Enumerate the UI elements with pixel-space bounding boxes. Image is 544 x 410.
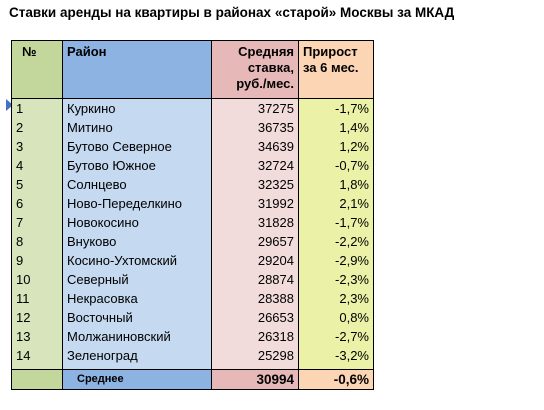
row-district: Внуково [62, 232, 212, 251]
row-rate: 31992 [211, 194, 299, 213]
row-num: 2 [11, 118, 63, 137]
footer-rate: 30994 [211, 369, 299, 390]
row-rate: 37275 [211, 98, 299, 118]
header-growth-line-2: за 6 мес. [303, 60, 359, 75]
table-row: 11 Некрасовка 28388 2,3% [11, 289, 374, 308]
row-district: Восточный [62, 308, 212, 327]
row-growth: 0,8% [298, 308, 374, 327]
row-num: 14 [11, 346, 63, 365]
table-footer-row: Среднее 30994 -0,6% [11, 369, 374, 390]
row-rate: 32724 [211, 156, 299, 175]
row-growth: -1,7% [298, 98, 374, 118]
row-district: Бутово Северное [62, 137, 212, 156]
row-district: Куркино [62, 98, 212, 118]
row-district: Северный [62, 270, 212, 289]
row-rate: 29657 [211, 232, 299, 251]
table-row: 6 Ново-Переделкино 31992 2,1% [11, 194, 374, 213]
row-growth: -2,2% [298, 232, 374, 251]
row-growth: -2,3% [298, 270, 374, 289]
rent-table: № Район Средняя ставка, руб./мес. Прирос… [11, 40, 374, 390]
header-growth-line-1: Прирост [303, 44, 358, 59]
row-district: Бутово Южное [62, 156, 212, 175]
row-selection-marker-icon [6, 99, 13, 111]
header-num: № [11, 40, 63, 99]
page-title: Ставки аренды на квартиры в районах «ста… [9, 5, 455, 20]
row-rate: 28874 [211, 270, 299, 289]
row-district: Ново-Переделкино [62, 194, 212, 213]
row-num: 10 [11, 270, 63, 289]
row-district: Солнцево [62, 175, 212, 194]
table-row: 2 Митино 36735 1,4% [11, 118, 374, 137]
row-rate: 32325 [211, 175, 299, 194]
table-header-row: № Район Средняя ставка, руб./мес. Прирос… [11, 40, 374, 99]
row-district: Новокосино [62, 213, 212, 232]
table-row: 7 Новокосино 31828 -1,7% [11, 213, 374, 232]
row-district: Митино [62, 118, 212, 137]
table-row: 12 Восточный 26653 0,8% [11, 308, 374, 327]
row-growth: -0,7% [298, 156, 374, 175]
row-district: Косино-Ухтомский [62, 251, 212, 270]
row-num: 7 [11, 213, 63, 232]
row-rate: 26318 [211, 327, 299, 346]
table-row: 4 Бутово Южное 32724 -0,7% [11, 156, 374, 175]
footer-growth: -0,6% [298, 369, 374, 390]
row-rate: 34639 [211, 137, 299, 156]
header-rate-line-1: Средняя [238, 44, 294, 59]
row-num: 8 [11, 232, 63, 251]
table-spacer-row [11, 365, 374, 370]
row-num: 13 [11, 327, 63, 346]
table-row: 9 Косино-Ухтомский 29204 -2,9% [11, 251, 374, 270]
header-rate: Средняя ставка, руб./мес. [211, 40, 299, 99]
row-district: Некрасовка [62, 289, 212, 308]
header-district: Район [62, 40, 212, 99]
header-rate-line-3: руб./мес. [236, 76, 294, 91]
table-row: 8 Внуково 29657 -2,2% [11, 232, 374, 251]
row-rate: 29204 [211, 251, 299, 270]
spacer-cell [298, 365, 374, 370]
table-row: 13 Молжаниновский 26318 -2,7% [11, 327, 374, 346]
row-growth: -1,7% [298, 213, 374, 232]
row-num: 9 [11, 251, 63, 270]
row-num: 4 [11, 156, 63, 175]
row-growth: -2,7% [298, 327, 374, 346]
row-growth: 1,8% [298, 175, 374, 194]
row-num: 3 [11, 137, 63, 156]
row-rate: 28388 [211, 289, 299, 308]
table-row: 3 Бутово Северное 34639 1,2% [11, 137, 374, 156]
row-growth: 2,1% [298, 194, 374, 213]
row-district: Зеленоград [62, 346, 212, 365]
row-growth: 2,3% [298, 289, 374, 308]
row-num: 11 [11, 289, 63, 308]
table-row: 5 Солнцево 32325 1,8% [11, 175, 374, 194]
row-growth: 1,4% [298, 118, 374, 137]
row-num: 1 [11, 98, 63, 118]
row-growth: -2,9% [298, 251, 374, 270]
row-num: 12 [11, 308, 63, 327]
row-rate: 36735 [211, 118, 299, 137]
row-rate: 26653 [211, 308, 299, 327]
table-row: 1 Куркино 37275 -1,7% [11, 98, 374, 118]
footer-label: Среднее [62, 369, 212, 390]
row-growth: 1,2% [298, 137, 374, 156]
table-row: 14 Зеленоград 25298 -3,2% [11, 346, 374, 365]
row-num: 5 [11, 175, 63, 194]
table-row: 10 Северный 28874 -2,3% [11, 270, 374, 289]
row-growth: -3,2% [298, 346, 374, 365]
row-num: 6 [11, 194, 63, 213]
header-growth: Прирост за 6 мес. [298, 40, 374, 99]
row-district: Молжаниновский [62, 327, 212, 346]
header-rate-line-2: ставка, [247, 60, 294, 75]
row-rate: 25298 [211, 346, 299, 365]
footer-num-cell [11, 369, 63, 390]
row-rate: 31828 [211, 213, 299, 232]
